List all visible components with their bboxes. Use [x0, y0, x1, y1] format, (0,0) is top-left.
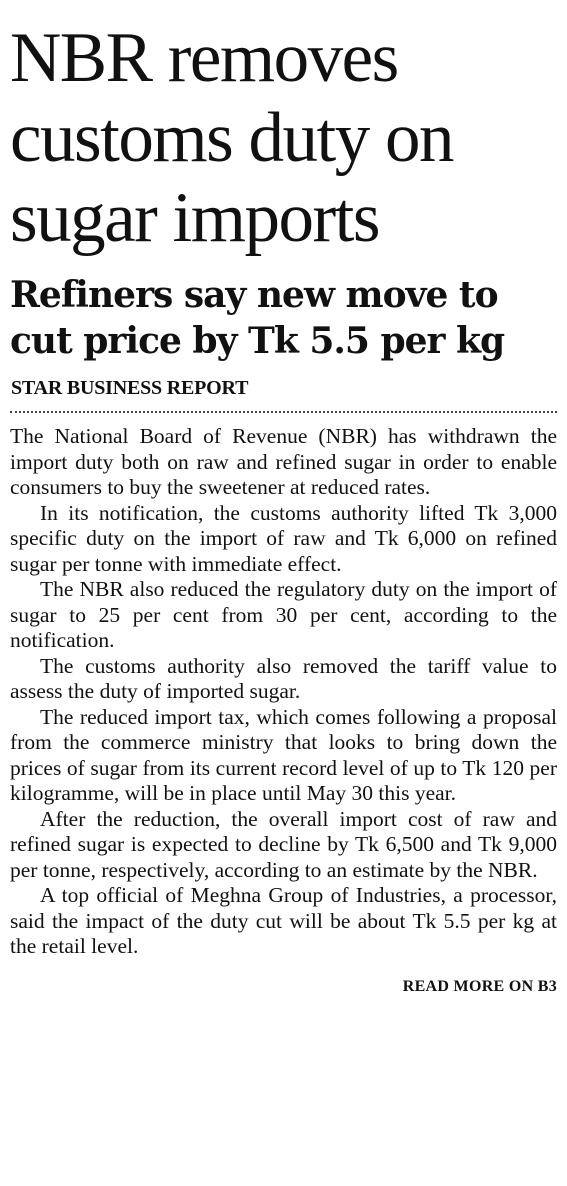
paragraph: In its notification, the customs authori…: [10, 500, 557, 576]
subheadline: Refiners say new move to cut price by Tk…: [10, 274, 505, 362]
byline: STAR BUSINESS REPORT: [11, 377, 249, 399]
paragraph: The NBR also reduced the regulatory duty…: [10, 577, 557, 652]
paragraph: The National Board of Revenue (NBR) has …: [10, 424, 557, 499]
article-body: The National Board of Revenue (NBR) has …: [10, 424, 557, 960]
paragraph: The reduced import tax, which comes foll…: [10, 704, 557, 806]
paragraph: After the reduction, the overall import …: [10, 806, 557, 882]
paragraph: A top official of Meghna Group of Indust…: [10, 883, 557, 958]
news-article: NBR removes customs duty on sugar import…: [10, 0, 557, 996]
headline: NBR removes customs duty on sugar import…: [10, 19, 454, 257]
dotted-divider: [10, 411, 557, 413]
paragraph: The customs authority also removed the t…: [10, 653, 557, 704]
read-more-link[interactable]: READ MORE ON B3: [402, 977, 557, 995]
